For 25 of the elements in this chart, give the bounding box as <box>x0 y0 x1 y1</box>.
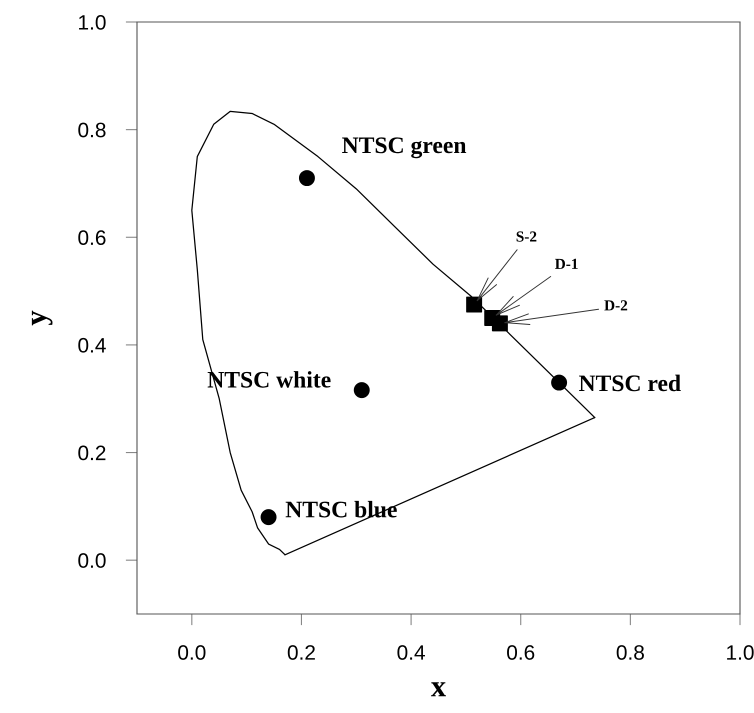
x-tick-label: 1.0 <box>727 645 754 660</box>
annotation: S-2 <box>516 231 536 242</box>
point <box>260 509 277 526</box>
point <box>466 296 482 313</box>
annotation: NTSC green <box>342 137 466 158</box>
annotation: D-1 <box>554 258 578 269</box>
x-tick-label: 0.4 <box>397 645 425 660</box>
y-tick-label: 1.0 <box>79 15 106 30</box>
point <box>354 382 370 398</box>
y-tick-label: 0.2 <box>78 446 106 460</box>
point <box>551 374 568 391</box>
x-tick-label: 0.0 <box>178 645 206 660</box>
point <box>298 170 315 186</box>
y-tick-label: 0.0 <box>78 553 106 568</box>
y-tick-label: 0.4 <box>78 338 106 353</box>
x-tick-label: 0.8 <box>616 645 644 660</box>
point <box>492 315 508 332</box>
x-tick-label: 0.2 <box>288 645 315 660</box>
y-axis-title: y <box>32 310 52 326</box>
annotation: NTSC red <box>578 374 681 392</box>
y-tick-label: 0.6 <box>78 230 106 246</box>
y-tick-label: 0.8 <box>78 122 106 138</box>
annotation: D-2 <box>604 300 628 310</box>
x-axis-title: x <box>430 682 446 696</box>
x-tick-label: 0.6 <box>507 645 534 660</box>
